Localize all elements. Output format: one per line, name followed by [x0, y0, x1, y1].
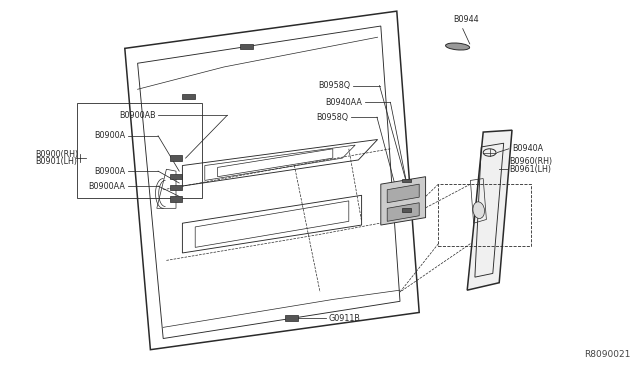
Ellipse shape — [473, 202, 484, 218]
FancyBboxPatch shape — [182, 94, 195, 99]
FancyBboxPatch shape — [402, 179, 411, 182]
FancyBboxPatch shape — [402, 208, 411, 212]
Polygon shape — [387, 203, 419, 221]
Polygon shape — [467, 130, 512, 290]
Text: B0940AA: B0940AA — [325, 98, 362, 107]
Text: B0944: B0944 — [453, 15, 479, 24]
FancyBboxPatch shape — [170, 196, 182, 202]
FancyBboxPatch shape — [170, 185, 182, 190]
Text: B0958Q: B0958Q — [317, 113, 349, 122]
FancyBboxPatch shape — [170, 174, 182, 179]
Text: G0911B: G0911B — [328, 314, 360, 323]
Text: B0961(LH): B0961(LH) — [509, 165, 552, 174]
Text: B0900AB: B0900AB — [119, 111, 156, 120]
Ellipse shape — [445, 43, 470, 50]
Text: B0940A: B0940A — [512, 144, 543, 153]
Polygon shape — [381, 177, 426, 225]
Text: B0900AA: B0900AA — [88, 182, 125, 190]
FancyBboxPatch shape — [285, 315, 298, 321]
Text: B0901(LH): B0901(LH) — [35, 157, 77, 166]
Text: B0900A: B0900A — [94, 131, 125, 140]
FancyBboxPatch shape — [170, 155, 182, 161]
Bar — [438, 184, 531, 246]
FancyBboxPatch shape — [240, 44, 253, 49]
Polygon shape — [387, 184, 419, 203]
Bar — [77, 103, 202, 198]
Text: R8090021: R8090021 — [584, 350, 630, 359]
Text: B0900(RH): B0900(RH) — [35, 150, 78, 159]
Text: B0958Q: B0958Q — [319, 81, 351, 90]
Text: B0960(RH): B0960(RH) — [509, 157, 552, 166]
Text: B0900A: B0900A — [94, 167, 125, 176]
